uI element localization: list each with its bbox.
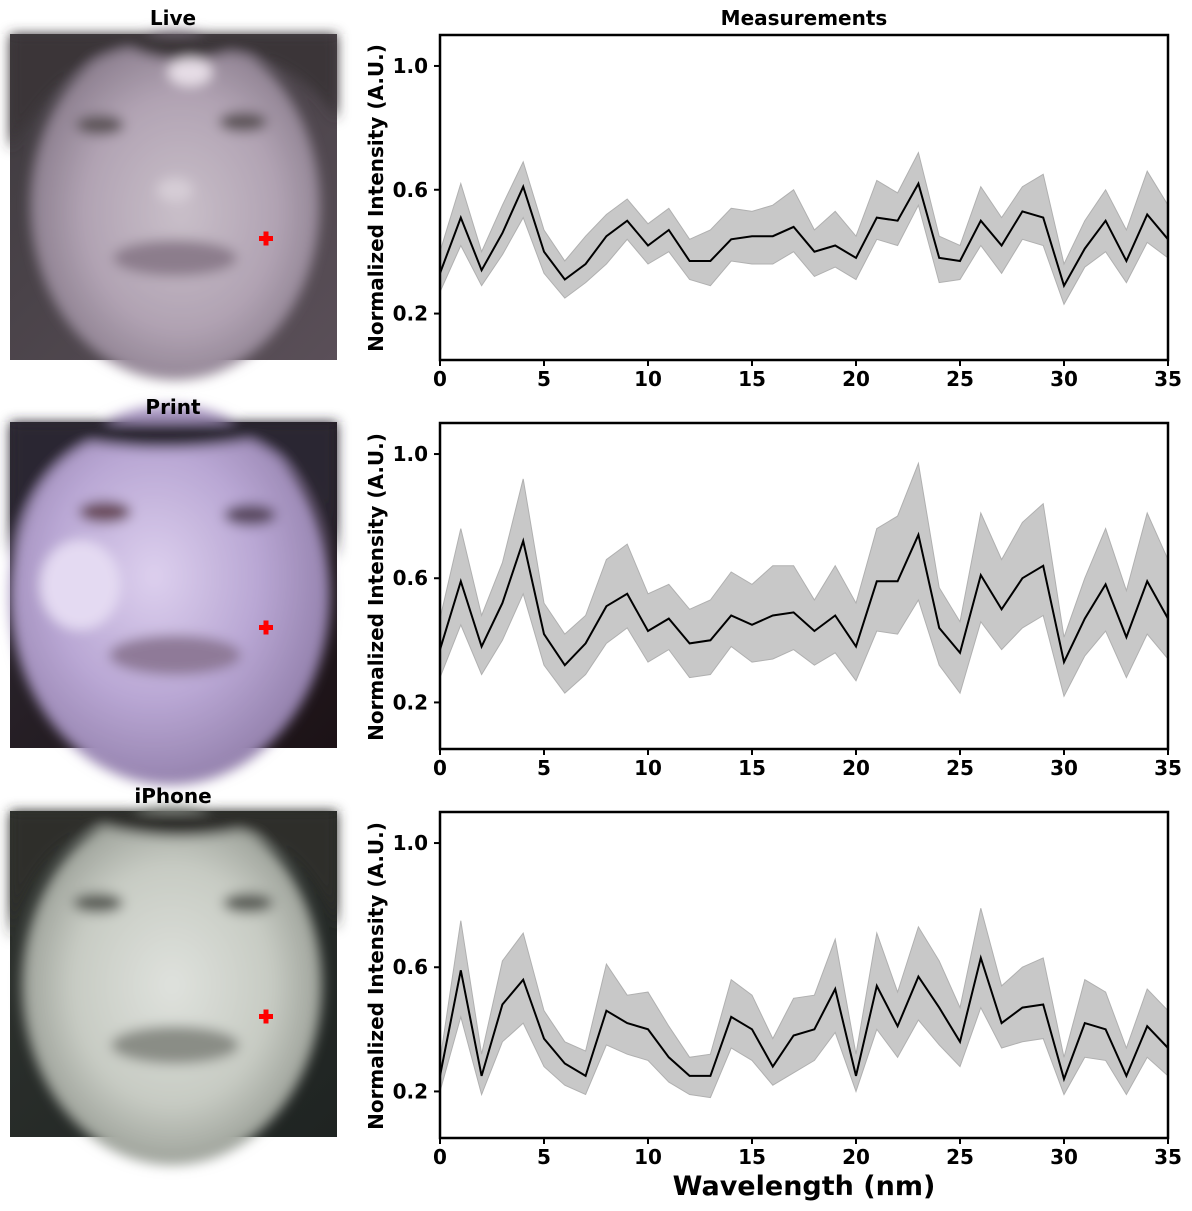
y-tick-label: 0.2 xyxy=(393,302,428,326)
x-tick-label: 5 xyxy=(537,1145,551,1169)
photo-title-print: Print xyxy=(145,395,201,419)
x-tick-label: 0 xyxy=(433,756,447,780)
spectrum-plot-live: 0 5 10 15 20 25 30 35 0.2 0.6 1.0 xyxy=(393,33,1182,391)
plot-frame xyxy=(438,810,1170,1140)
x-tick-label: 35 xyxy=(1154,1145,1182,1169)
y-tick-label: 0.6 xyxy=(393,566,428,590)
measurement-point-marker xyxy=(259,1009,273,1024)
y-axis-label: Normalized Intensity (A.U.) xyxy=(364,433,388,741)
x-tick-label: 25 xyxy=(946,1145,974,1169)
spectrum-plot-print: 0 5 10 15 20 25 30 35 0.2 0.6 1.0 xyxy=(393,421,1182,780)
std-band xyxy=(439,461,1169,698)
y-tick-label: 1.0 xyxy=(393,831,428,855)
x-tick-label: 0 xyxy=(433,1145,447,1169)
x-tick-label: 15 xyxy=(738,756,766,780)
plot-frame xyxy=(438,421,1170,751)
y-axis-label: Normalized Intensity (A.U.) xyxy=(364,822,388,1130)
x-tick-label: 30 xyxy=(1050,756,1078,780)
x-tick-label: 25 xyxy=(946,756,974,780)
iphone-face-photo xyxy=(10,805,337,1165)
x-tick-label: 15 xyxy=(738,367,766,391)
mean-line xyxy=(439,181,1169,289)
x-tick-label: 35 xyxy=(1154,756,1182,780)
x-tick-label: 35 xyxy=(1154,367,1182,391)
y-tick-label: 0.2 xyxy=(393,1079,428,1103)
x-axis-label: Wavelength (nm) xyxy=(673,1171,936,1202)
plot-frame xyxy=(438,33,1170,362)
y-tick-label: 1.0 xyxy=(393,54,428,78)
y-tick-label: 0.2 xyxy=(393,690,428,714)
measurement-point-marker xyxy=(259,620,273,635)
y-tick-label: 0.6 xyxy=(393,955,428,979)
plot-title: Measurements xyxy=(721,6,888,30)
photo-title-live: Live xyxy=(150,6,196,30)
y-tick-label: 0.6 xyxy=(393,178,428,202)
x-tick-label: 0 xyxy=(433,367,447,391)
x-tick-label: 15 xyxy=(738,1145,766,1169)
std-band xyxy=(439,151,1169,306)
y-axis-label: Normalized Intensity (A.U.) xyxy=(364,44,388,352)
mean-line xyxy=(439,531,1169,667)
x-tick-label: 5 xyxy=(537,756,551,780)
x-tick-label: 25 xyxy=(946,367,974,391)
measurement-point-marker xyxy=(259,231,273,246)
x-tick-label: 30 xyxy=(1050,1145,1078,1169)
x-tick-label: 30 xyxy=(1050,367,1078,391)
x-tick-label: 10 xyxy=(634,756,662,780)
mean-line xyxy=(439,954,1169,1083)
std-band xyxy=(439,908,1169,1099)
print-face-photo xyxy=(10,405,337,785)
x-tick-label: 10 xyxy=(634,1145,662,1169)
spectrum-plot-iphone: 0 5 10 15 20 25 30 35 0.2 0.6 1.0 xyxy=(393,810,1182,1169)
y-tick-label: 1.0 xyxy=(393,442,428,466)
photo-title-iphone: iPhone xyxy=(134,784,211,808)
x-tick-label: 10 xyxy=(634,367,662,391)
x-tick-label: 20 xyxy=(842,756,870,780)
x-tick-label: 20 xyxy=(842,1145,870,1169)
x-tick-label: 20 xyxy=(842,367,870,391)
live-face-photo xyxy=(10,30,337,380)
x-tick-label: 5 xyxy=(537,367,551,391)
